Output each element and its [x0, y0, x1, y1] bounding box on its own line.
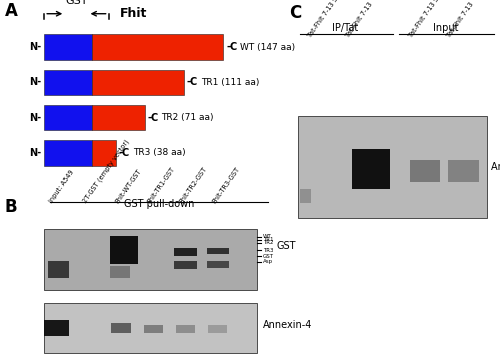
Text: N-: N- [30, 148, 42, 158]
Bar [144, 325, 163, 333]
Bar [44, 229, 257, 290]
Text: TR3: TR3 [262, 248, 273, 253]
Text: -C: -C [118, 148, 130, 158]
Text: GST: GST [65, 0, 88, 6]
Text: Input: Input [434, 23, 459, 33]
Bar [44, 34, 92, 60]
Text: GST pull-down: GST pull-down [124, 199, 194, 209]
Bar [92, 34, 224, 60]
Text: Fhit-WT-GST: Fhit-WT-GST [114, 168, 142, 204]
Text: B: B [5, 198, 18, 216]
Text: TR3 (38 aa): TR3 (38 aa) [132, 148, 186, 158]
Bar [44, 105, 92, 130]
Text: Asp: Asp [262, 260, 272, 264]
Text: TR1: TR1 [262, 237, 273, 242]
Bar [92, 70, 184, 95]
Bar [92, 105, 144, 130]
Text: Tat-Fhit 7-13 Scrambled: Tat-Fhit 7-13 Scrambled [306, 0, 357, 38]
Text: TR2 (71 aa): TR2 (71 aa) [162, 113, 214, 122]
Text: GST: GST [262, 254, 274, 259]
Text: N-: N- [30, 113, 42, 123]
Bar [44, 140, 92, 166]
Bar [300, 189, 311, 203]
Text: -C: -C [187, 77, 198, 87]
Text: WT: WT [262, 234, 272, 239]
Text: -C: -C [226, 42, 237, 52]
Text: A: A [5, 2, 18, 20]
Bar [448, 160, 478, 182]
Text: N-: N- [30, 42, 42, 52]
Bar [174, 261, 197, 269]
Text: Input: A549: Input: A549 [48, 169, 76, 204]
Text: N-: N- [30, 77, 42, 87]
Bar [48, 261, 70, 278]
Bar [112, 323, 131, 333]
Text: C: C [290, 4, 302, 22]
Bar [44, 303, 257, 353]
Text: Fhit-TR1-GST: Fhit-TR1-GST [146, 166, 176, 204]
Text: GST: GST [276, 241, 296, 251]
Text: IP/Tat: IP/Tat [332, 23, 358, 33]
Text: Fhit-TR3-GST: Fhit-TR3-GST [211, 166, 240, 204]
Bar [44, 70, 92, 95]
Bar [110, 266, 130, 278]
Text: TR1 (111 aa): TR1 (111 aa) [201, 78, 259, 87]
Text: TR2: TR2 [262, 240, 273, 245]
Text: Annexin-4: Annexin-4 [262, 319, 312, 330]
Bar [410, 160, 440, 182]
Bar [174, 248, 197, 256]
Text: -C: -C [148, 113, 158, 123]
Bar [92, 140, 116, 166]
Text: WT (147 aa): WT (147 aa) [240, 42, 296, 52]
Bar [206, 261, 229, 268]
Text: Tat-Fhit 7-13 Scrambled: Tat-Fhit 7-13 Scrambled [408, 0, 458, 38]
Bar [110, 236, 138, 265]
Text: Annexin 4: Annexin 4 [492, 162, 500, 172]
Text: Tat-Fhit 7-13: Tat-Fhit 7-13 [345, 1, 374, 38]
Text: Fhit: Fhit [120, 7, 147, 20]
Bar [298, 116, 487, 218]
Bar [352, 149, 391, 189]
Bar [208, 325, 227, 333]
Bar [206, 248, 229, 254]
Text: Fhit-TR2-GST: Fhit-TR2-GST [178, 166, 208, 204]
Bar [44, 319, 70, 336]
Text: Tat-Fhit 7-13: Tat-Fhit 7-13 [446, 1, 475, 38]
Text: 2T-GST (empty vector): 2T-GST (empty vector) [82, 139, 131, 204]
Bar [176, 325, 196, 333]
